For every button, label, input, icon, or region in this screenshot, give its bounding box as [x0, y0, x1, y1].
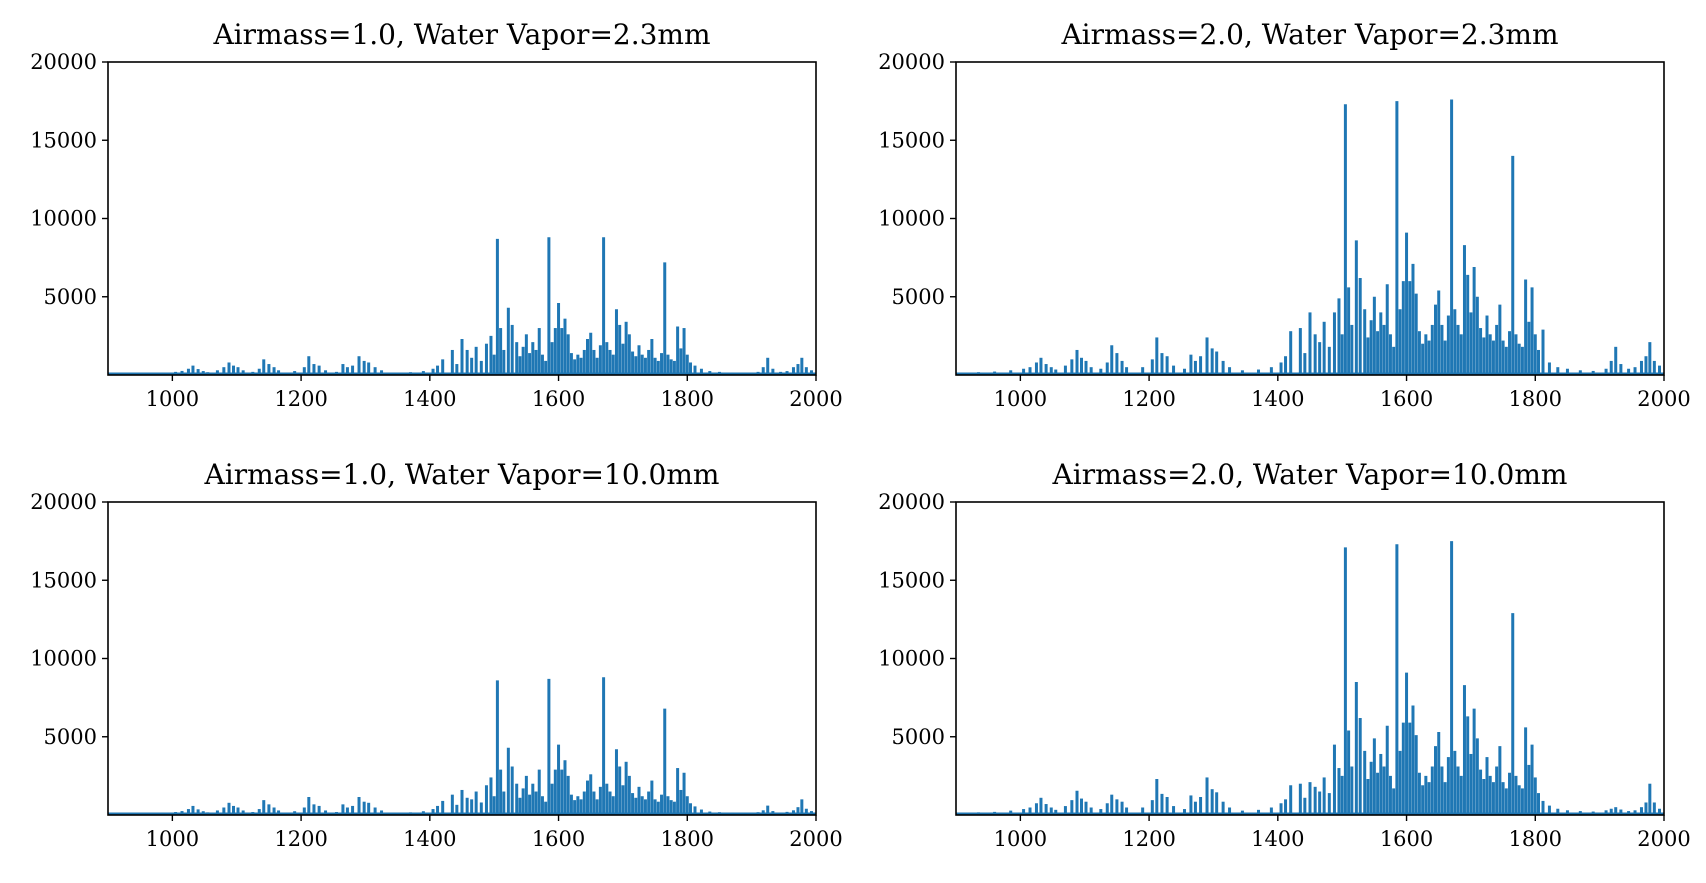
- plot-frame: [107, 61, 817, 376]
- panel-airmass-1-wv-2-3: Airmass=1.0, Water Vapor=2.3mm 1000 1200 1…: [30, 18, 843, 411]
- x-tick-label: 1600: [532, 827, 585, 851]
- axes: 1000 1200 1400 1600 1800 2000 5000 10000 15000 20…: [878, 50, 1691, 411]
- x-tick-label: 1000: [146, 827, 199, 851]
- y-tick-label: 20000: [878, 50, 945, 74]
- x-tick-label: 2000: [1637, 827, 1690, 851]
- x-tick-label: 2000: [789, 827, 842, 851]
- panel-title: Airmass=2.0, Water Vapor=10.0mm: [1052, 458, 1568, 491]
- x-tick-label: 1000: [146, 387, 199, 411]
- x-tick-label: 1600: [1380, 387, 1433, 411]
- x-tick-label: 1400: [403, 387, 456, 411]
- x-tick-label: 2000: [1637, 387, 1690, 411]
- y-tick-label: 5000: [892, 285, 945, 309]
- panel-title: Airmass=2.0, Water Vapor=2.3mm: [1060, 18, 1558, 51]
- panel-airmass-2-wv-2-3: Airmass=2.0, Water Vapor=2.3mm 1000 1200 1…: [878, 18, 1691, 411]
- x-tick-label: 1400: [1251, 827, 1304, 851]
- y-tick-label: 10000: [878, 647, 945, 671]
- spectrum-series: [956, 541, 1664, 815]
- x-tick-label: 1200: [1122, 387, 1175, 411]
- y-tick-label: 15000: [30, 128, 97, 152]
- spectrum-series: [956, 99, 1664, 375]
- y-tick-label: 15000: [878, 128, 945, 152]
- x-tick-label: 1800: [661, 827, 714, 851]
- y-tick-label: 5000: [44, 285, 97, 309]
- axes: 1000 1200 1400 1600 1800 2000 5000 10000 15000 20…: [30, 490, 843, 851]
- y-tick-label: 15000: [30, 568, 97, 592]
- x-tick-label: 1800: [1509, 387, 1562, 411]
- y-tick-label: 15000: [878, 568, 945, 592]
- x-tick-label: 2000: [789, 387, 842, 411]
- x-tick-label: 1400: [403, 827, 456, 851]
- plot-frame: [955, 501, 1665, 816]
- x-tick-label: 1200: [274, 387, 327, 411]
- y-tick-label: 5000: [44, 725, 97, 749]
- x-tick-label: 1400: [1251, 387, 1304, 411]
- panel-airmass-1-wv-10-0: Airmass=1.0, Water Vapor=10.0mm 1000 1200…: [30, 458, 843, 851]
- x-tick-label: 1800: [661, 387, 714, 411]
- y-tick-label: 10000: [878, 207, 945, 231]
- plot-frame: [107, 501, 817, 816]
- x-tick-label: 1200: [1122, 827, 1175, 851]
- y-tick-label: 5000: [892, 725, 945, 749]
- y-tick-label: 10000: [30, 207, 97, 231]
- y-tick-label: 20000: [30, 50, 97, 74]
- axes: 1000 1200 1400 1600 1800 2000 5000 10000 15000 20…: [878, 490, 1691, 851]
- y-tick-label: 10000: [30, 647, 97, 671]
- panel-airmass-2-wv-10-0: Airmass=2.0, Water Vapor=10.0mm 1000 1200…: [878, 458, 1691, 851]
- panel-title: Airmass=1.0, Water Vapor=2.3mm: [212, 18, 710, 51]
- x-tick-label: 1600: [532, 387, 585, 411]
- spectrum-series: [108, 677, 816, 815]
- plot-frame: [955, 61, 1665, 376]
- x-tick-label: 1600: [1380, 827, 1433, 851]
- x-tick-label: 1000: [994, 827, 1047, 851]
- axes: 1000 1200 1400 1600 1800 2000 5000 10000 15000 20…: [30, 50, 843, 411]
- x-tick-label: 1200: [274, 827, 327, 851]
- x-tick-label: 1800: [1509, 827, 1562, 851]
- y-tick-label: 20000: [878, 490, 945, 514]
- spectrum-series: [108, 237, 816, 375]
- y-tick-label: 20000: [30, 490, 97, 514]
- panel-title: Airmass=1.0, Water Vapor=10.0mm: [204, 458, 720, 491]
- x-tick-label: 1000: [994, 387, 1047, 411]
